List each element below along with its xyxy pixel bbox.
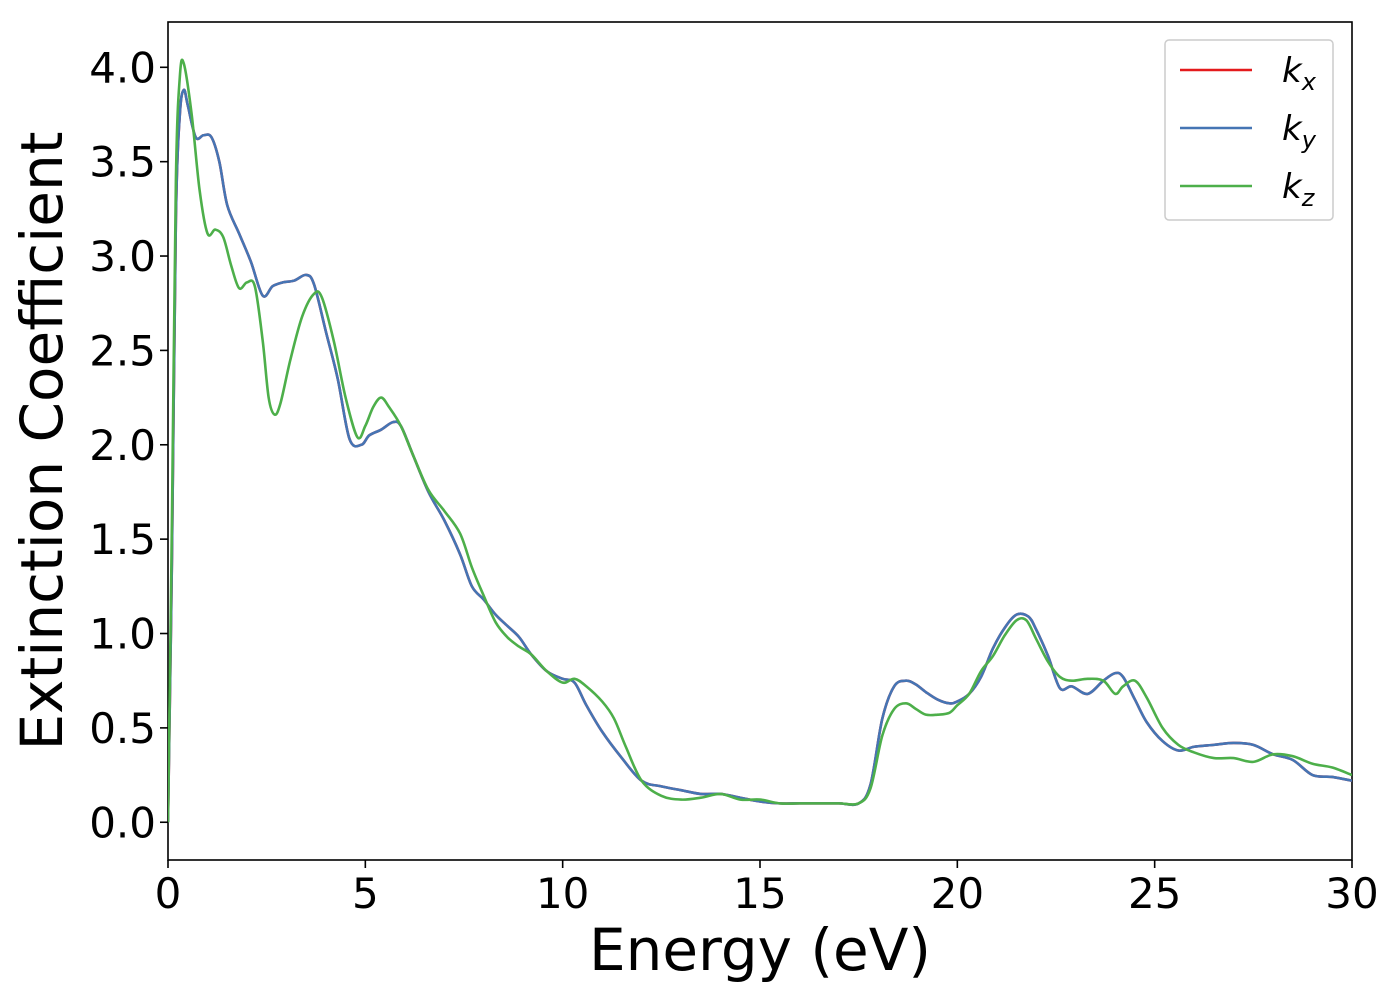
legend-label-kz: kz — [1282, 167, 1316, 212]
legend-label-ky: ky — [1282, 109, 1317, 154]
y-tick-label: 1.0 — [89, 610, 156, 659]
legend-label-base: k — [1282, 167, 1303, 207]
x-axis-label: Energy (eV) — [589, 916, 931, 984]
legend-box — [1164, 39, 1334, 221]
y-axis-label: Extinction Coefficient — [8, 132, 76, 751]
series-line-kz — [168, 58, 1352, 823]
y-tick-label: 3.0 — [89, 232, 156, 281]
x-tick-label: 0 — [155, 869, 182, 918]
x-tick-label: 10 — [536, 869, 589, 918]
legend-label-subscript: x — [1301, 68, 1317, 96]
x-tick-label: 5 — [352, 869, 379, 918]
y-tick-label: 0.5 — [89, 704, 156, 753]
y-tick-label: 3.5 — [89, 138, 156, 187]
y-tick-label: 4.0 — [89, 43, 156, 92]
y-tick-label: 0.0 — [89, 798, 156, 847]
legend-label-kx: kx — [1282, 51, 1317, 96]
y-tick-label: 2.5 — [89, 326, 156, 375]
x-tick-label: 25 — [1128, 869, 1181, 918]
series-line-ky — [168, 88, 1352, 823]
series-layer — [168, 58, 1352, 823]
y-tick-label: 2.0 — [89, 421, 156, 470]
legend-label-subscript: y — [1301, 126, 1317, 154]
x-tick-label: 20 — [931, 869, 984, 918]
x-tick-label: 30 — [1325, 869, 1378, 918]
legend-label-base: k — [1282, 109, 1303, 149]
legend-label-base: k — [1282, 51, 1303, 91]
x-tick-label: 15 — [733, 869, 786, 918]
legend-label-subscript: z — [1301, 184, 1316, 212]
y-axis: 0.0 0.5 1.0 1.5 2.0 2.5 3.0 3.5 4.0 — [89, 43, 168, 847]
y-tick-label: 1.5 — [89, 515, 156, 564]
x-axis: 0 5 10 15 20 25 30 — [155, 860, 1379, 918]
